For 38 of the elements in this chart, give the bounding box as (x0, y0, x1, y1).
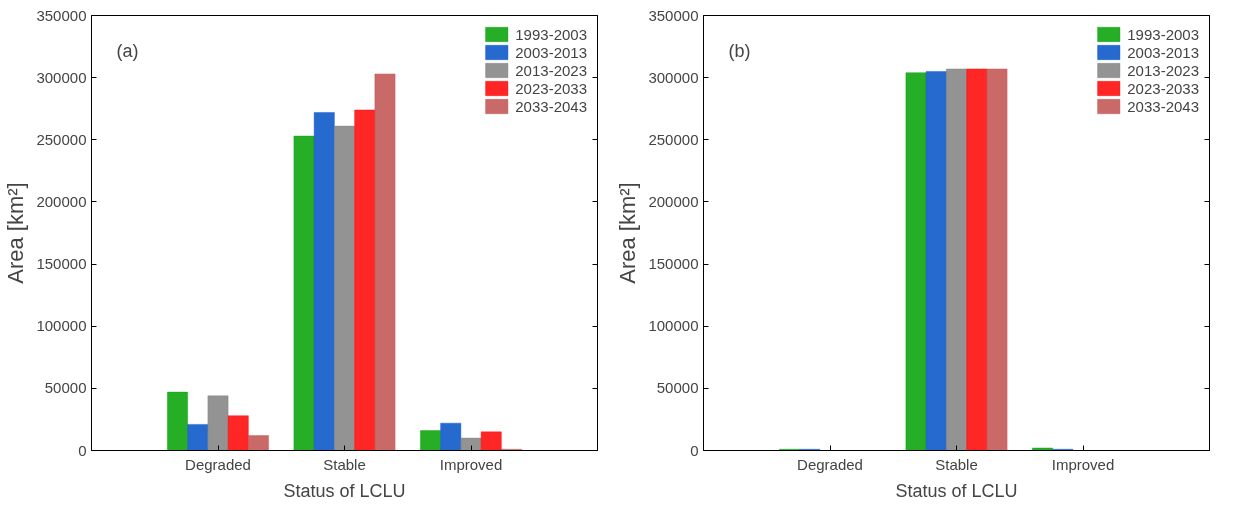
y-axis-title: Area [km²] (3, 182, 29, 284)
y-tick-label: 250000 (648, 130, 699, 148)
legend-label: 2003-2013 (515, 43, 587, 61)
x-tick-label: Stable (935, 455, 978, 473)
y-tick-label: 150000 (648, 255, 699, 273)
x-axis-title: Status of LCLU (895, 480, 1018, 501)
x-tick-label: Improved (1051, 455, 1115, 473)
legend-label: 2023-2033 (1127, 79, 1199, 97)
legend-label: 1993-2003 (1127, 25, 1199, 43)
legend-label: 2003-2013 (1127, 43, 1199, 61)
legend-label: 2013-2023 (1127, 61, 1199, 79)
x-axis-title: Status of LCLU (283, 480, 406, 501)
y-tick-label: 300000 (36, 68, 87, 86)
y-tick-label: 150000 (36, 255, 87, 273)
x-tick-label: Improved (439, 455, 503, 473)
y-tick-label: 200000 (36, 192, 87, 210)
x-tick-label: Stable (323, 455, 366, 473)
legend-label: 2013-2023 (515, 61, 587, 79)
y-tick-label: 50000 (44, 379, 87, 397)
y-tick-label: 350000 (36, 6, 87, 24)
legend-label: 2033-2043 (1127, 97, 1199, 115)
x-tick-label: Degraded (797, 455, 863, 473)
y-axis-title: Area [km²] (615, 182, 641, 284)
annotation: (a) (116, 40, 139, 61)
legend-label: 1993-2003 (515, 25, 587, 43)
legend-label: 2033-2043 (515, 97, 587, 115)
y-tick-label: 300000 (648, 68, 699, 86)
annotation: (b) (728, 40, 751, 61)
y-tick-label: 0 (78, 441, 87, 459)
y-tick-label: 250000 (36, 130, 87, 148)
legend-label: 2023-2033 (515, 79, 587, 97)
y-tick-label: 50000 (656, 379, 699, 397)
y-tick-label: 0 (690, 441, 699, 459)
x-tick-label: Degraded (185, 455, 251, 473)
y-tick-label: 100000 (36, 317, 87, 335)
y-tick-label: 200000 (648, 192, 699, 210)
y-tick-label: 350000 (648, 6, 699, 24)
y-tick-label: 100000 (648, 317, 699, 335)
